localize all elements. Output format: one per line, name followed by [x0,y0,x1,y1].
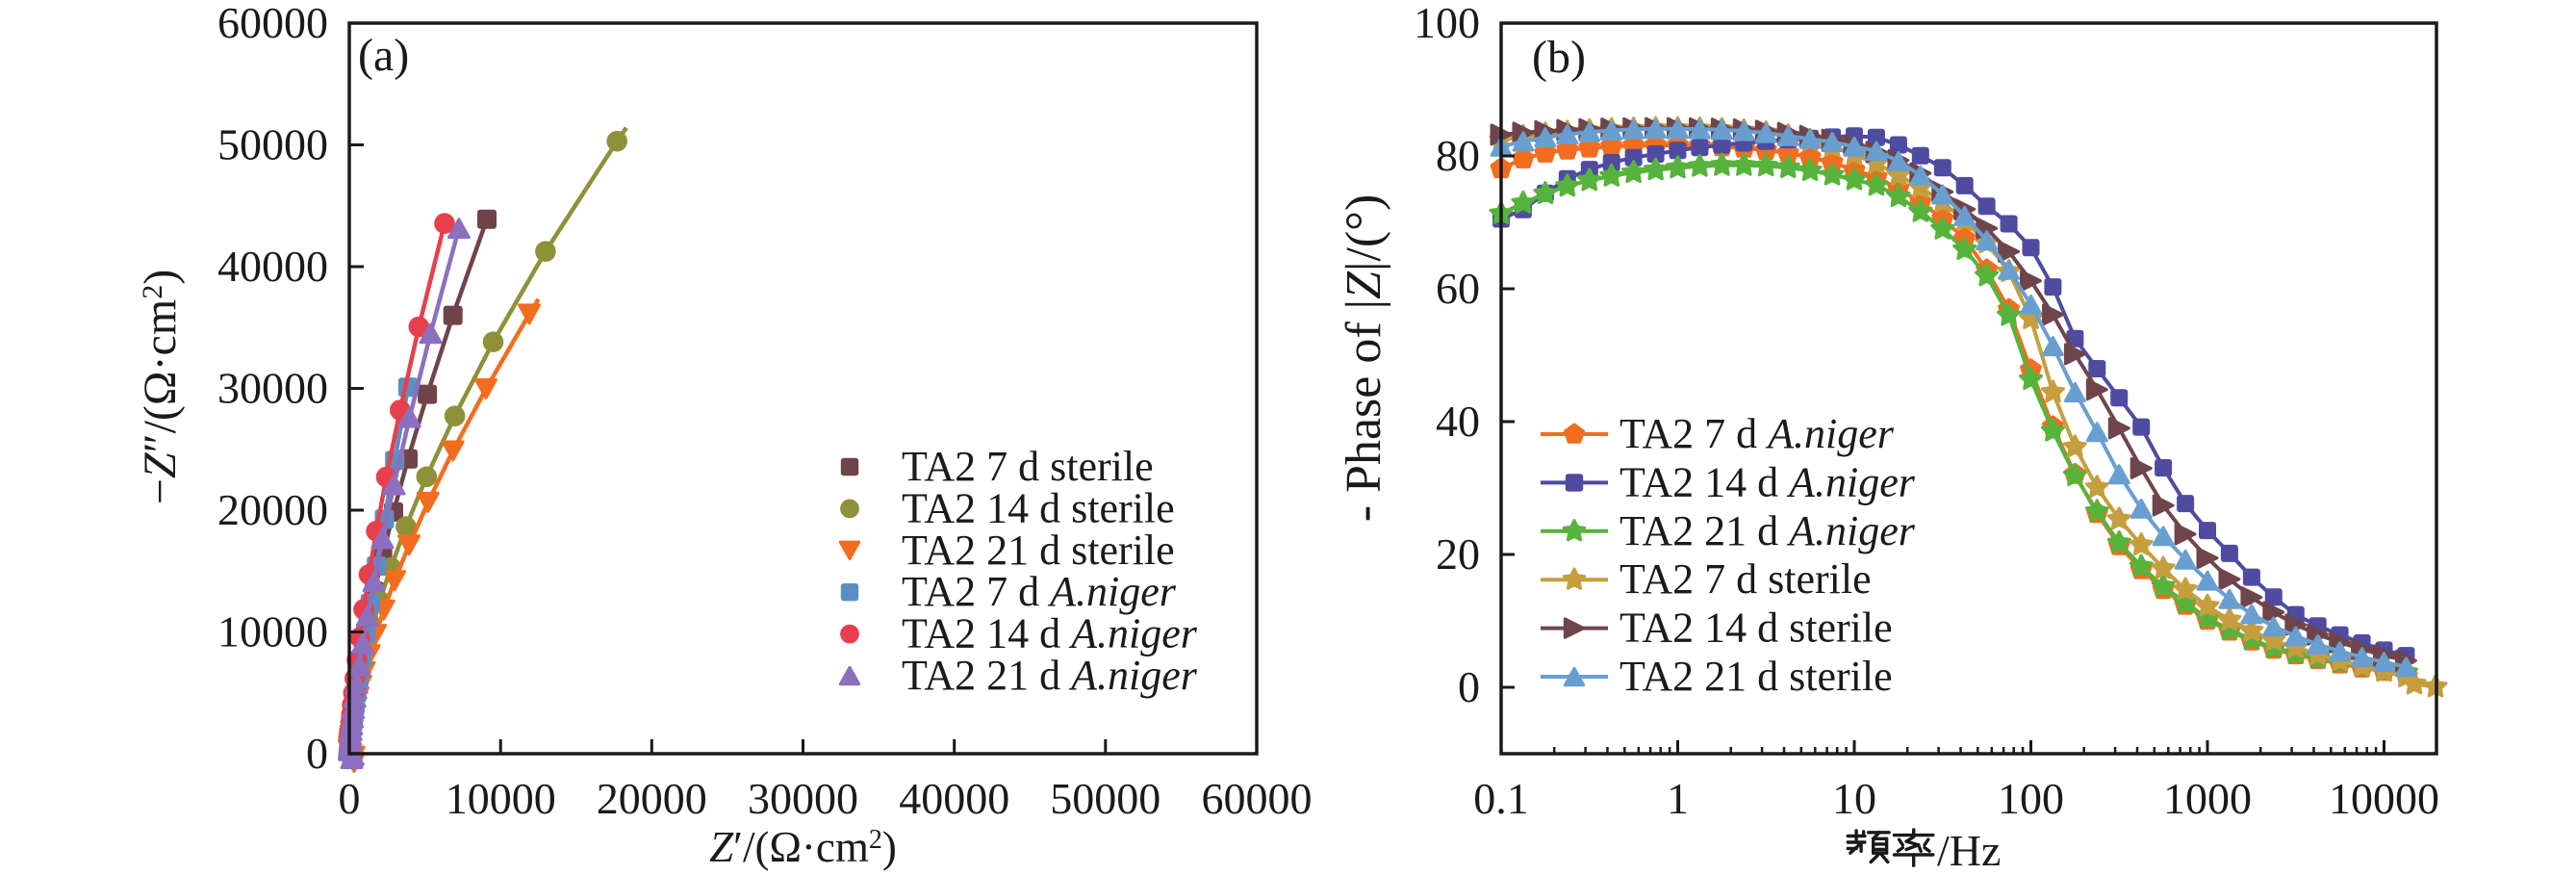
svg-text:−Z″/(Ω·cm2): −Z″/(Ω·cm2) [135,270,186,504]
svg-text:100: 100 [1998,774,2064,823]
svg-text:60000: 60000 [217,0,328,47]
svg-text:- Phase of |Z|/(°): - Phase of |Z|/(°) [1337,194,1391,523]
svg-text:1: 1 [1667,774,1689,823]
svg-text:10: 10 [1832,774,1876,823]
svg-text:TA2 14 d sterile: TA2 14 d sterile [902,484,1175,531]
svg-text:0: 0 [339,774,361,823]
svg-text:TA2 14 d A.niger: TA2 14 d A.niger [1620,458,1916,505]
svg-text:TA2 21 d sterile: TA2 21 d sterile [1620,653,1893,700]
svg-text:TA2 7 d A.niger: TA2 7 d A.niger [902,568,1177,615]
svg-text:50000: 50000 [217,120,328,169]
svg-text:(a): (a) [358,30,409,81]
svg-text:60: 60 [1436,264,1480,313]
svg-text:100: 100 [1414,0,1480,47]
svg-text:TA2 7 d sterile: TA2 7 d sterile [1620,555,1872,603]
svg-text:(b): (b) [1532,32,1586,83]
svg-text:20000: 20000 [217,485,328,534]
svg-text:30000: 30000 [748,774,858,823]
svg-text:/Hz: /Hz [1937,826,2001,875]
svg-text:50000: 50000 [1050,774,1160,823]
svg-text:10000: 10000 [217,607,328,656]
svg-text:TA2 14 d A.niger: TA2 14 d A.niger [902,610,1198,657]
svg-text:40: 40 [1436,397,1480,446]
svg-text:TA2 21 d sterile: TA2 21 d sterile [902,527,1175,574]
svg-text:80: 80 [1436,131,1480,180]
svg-text:60000: 60000 [1202,774,1313,823]
svg-text:0: 0 [306,729,328,778]
svg-text:10000: 10000 [446,774,556,823]
svg-text:TA2 21 d A.niger: TA2 21 d A.niger [902,652,1198,699]
svg-text:TA2 14 d sterile: TA2 14 d sterile [1620,605,1893,652]
svg-text:1000: 1000 [2163,774,2252,823]
svg-text:30000: 30000 [217,364,328,413]
svg-text:TA2 7 d A.niger: TA2 7 d A.niger [1620,410,1895,457]
svg-text:0.1: 0.1 [1473,774,1529,823]
svg-text:10000: 10000 [2329,774,2439,823]
svg-text:20000: 20000 [597,774,707,823]
svg-text:0: 0 [1458,662,1480,711]
svg-text:Z′/(Ω·cm2): Z′/(Ω·cm2) [709,823,897,871]
svg-text:20: 20 [1436,529,1480,579]
svg-text:40000: 40000 [217,242,328,291]
svg-text:TA2 21 d A.niger: TA2 21 d A.niger [1620,507,1916,554]
svg-text:TA2 7 d sterile: TA2 7 d sterile [902,443,1154,490]
svg-text:40000: 40000 [899,774,1009,823]
